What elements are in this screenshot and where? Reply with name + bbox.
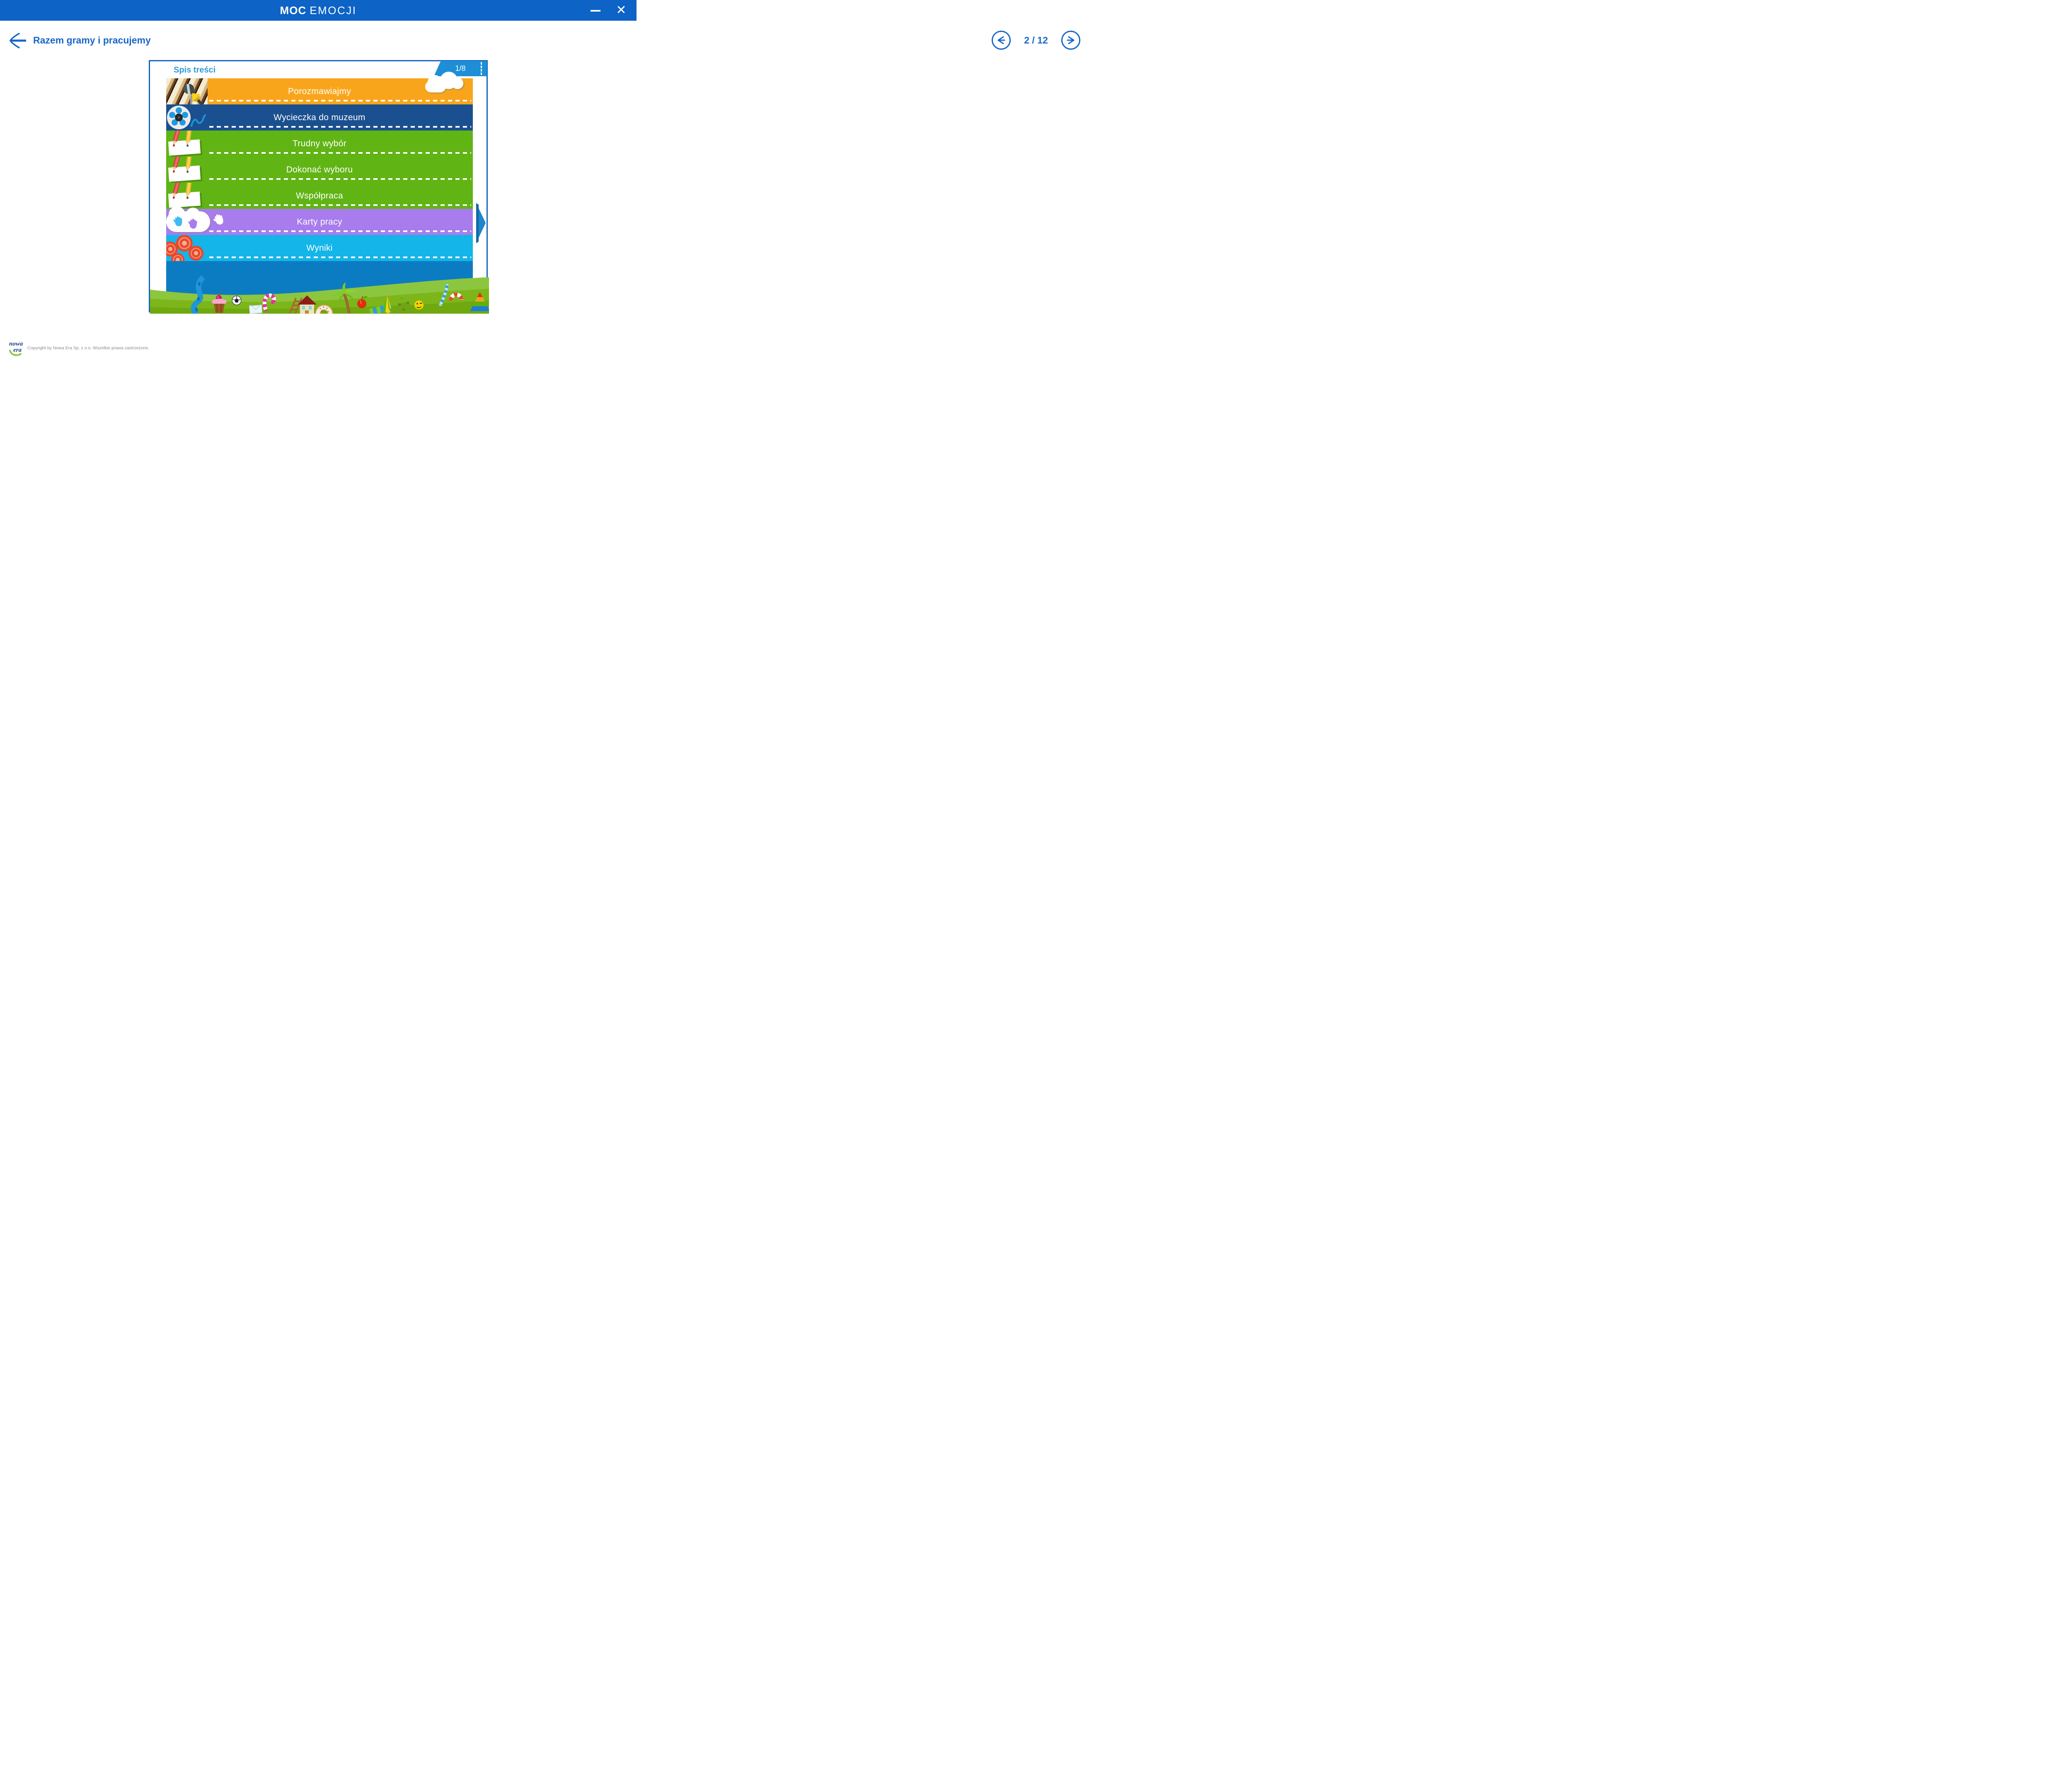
lifebuoy-icon [449, 293, 464, 301]
envelope-icon [249, 303, 263, 314]
pencils-icon [166, 157, 208, 183]
palm-tree-icon [334, 282, 356, 314]
back-button[interactable] [9, 32, 27, 49]
white-hand-icon [213, 214, 223, 225]
dashed-divider [209, 204, 471, 206]
dashed-divider [209, 178, 471, 180]
landscape-decoration [150, 275, 489, 314]
cloud-decoration [425, 72, 463, 92]
house-icon [298, 295, 317, 314]
copyright-text: Copyright by Nowa Era Sp. z o.o. Wszelki… [27, 346, 150, 351]
menu-item-karty-pracy[interactable]: Karty pracy [166, 206, 473, 235]
handprints-icon [166, 206, 232, 235]
apple-icon [357, 296, 368, 308]
menu-item-label: Trudny wybór [292, 139, 347, 148]
contents-menu: Porozmawiajmy Wycieczka do muzeum [166, 78, 473, 261]
menu-item-wycieczka-do-muzeum[interactable]: Wycieczka do muzeum [166, 104, 473, 131]
menu-item-label: Dokonać wyboru [286, 165, 353, 174]
menu-item-label: Współpraca [296, 191, 343, 201]
app-title-light: EMOCJI [310, 4, 357, 17]
dashed-divider [209, 126, 471, 128]
arrow-right-icon [1067, 36, 1075, 44]
triangle-arrow-icon [476, 203, 486, 243]
river-icon [191, 275, 205, 314]
next-page-button[interactable] [1061, 31, 1080, 50]
dashed-divider [209, 100, 471, 102]
film-strip-icon [191, 114, 206, 127]
soccer-ball-icon [232, 295, 242, 305]
menu-item-porozmawiajmy[interactable]: Porozmawiajmy [166, 78, 473, 104]
dashed-divider [209, 230, 471, 232]
logo-text-nowa: nowa [9, 341, 23, 347]
title-bar: MOC EMOCJI ✕ [0, 0, 637, 21]
dashed-divider [209, 256, 471, 258]
game-pieces-icon [166, 235, 208, 261]
film-reel-icon [166, 104, 208, 131]
microphone-icon [166, 78, 208, 104]
dashed-divider [209, 152, 471, 154]
page-title: Razem gramy i pracujemy [33, 35, 151, 46]
beach-umbrella-icon [383, 295, 391, 314]
donut-arch-icon [315, 305, 333, 314]
dino-arch-icon [394, 298, 414, 314]
menu-item-label: Karty pracy [297, 217, 342, 227]
contents-card: Spis treści 1/8 Porozmawiajmy [149, 60, 489, 314]
app-title: MOC EMOCJI [0, 0, 637, 21]
card-page-badge-text: 1/8 [455, 64, 466, 73]
pager: 2 / 12 [0, 31, 2072, 51]
menu-item-label: Wycieczka do muzeum [274, 113, 366, 122]
logo-swoosh [9, 350, 22, 356]
blue-hand-icon [173, 216, 182, 226]
close-button[interactable]: ✕ [616, 3, 627, 17]
page-indicator: 2 / 12 [1024, 34, 1048, 46]
menu-item-trudny-wybor[interactable]: Trudny wybór [166, 131, 473, 157]
menu-item-wyniki[interactable]: Wyniki [166, 235, 473, 261]
ladder-icon [288, 298, 303, 314]
pencils-icon [166, 131, 208, 157]
menu-item-label: Wyniki [306, 243, 333, 253]
smiley-icon [414, 300, 424, 310]
card-title: Spis treści [174, 65, 216, 75]
cupcake-icon [212, 290, 227, 313]
minimize-button[interactable] [586, 0, 605, 21]
pencils-icon [166, 183, 208, 209]
next-slide-arrow[interactable] [475, 203, 486, 243]
candy-cane-icon [262, 293, 276, 312]
pool-rail-icon [439, 284, 449, 306]
arrow-left-icon [997, 36, 1005, 44]
prev-page-button[interactable] [992, 31, 1011, 50]
back-arrow-icon [9, 33, 26, 48]
menu-item-wspolpraca[interactable]: Współpraca [166, 183, 473, 209]
minimize-icon [591, 10, 600, 12]
logo-text-era: era [13, 347, 22, 353]
nowa-era-logo: nowa era [8, 340, 27, 356]
purple-hand-icon [188, 218, 197, 229]
badge-dashed-line [481, 62, 482, 75]
menu-item-dokonac-wyboru[interactable]: Dokonać wyboru [166, 157, 473, 183]
card-page-badge: 1/8 [434, 61, 487, 76]
app-title-bold: MOC [280, 4, 307, 17]
menu-item-label: Porozmawiajmy [288, 87, 351, 96]
